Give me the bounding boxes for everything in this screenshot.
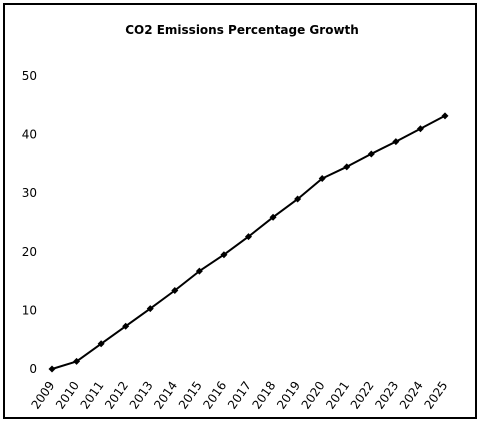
x-tick-label: 2014 <box>151 379 180 412</box>
data-point-marker <box>97 340 105 348</box>
data-point-marker <box>392 138 400 146</box>
data-point-marker <box>73 357 81 365</box>
y-axis-tick-labels: 0 10 20 30 40 50 <box>22 69 37 376</box>
data-point-marker <box>416 125 424 133</box>
data-point-marker <box>441 112 449 120</box>
data-point-marker <box>48 365 56 373</box>
x-tick-label: 2016 <box>200 379 229 412</box>
x-tick-label: 2017 <box>225 379 254 412</box>
y-tick-label: 40 <box>22 128 37 142</box>
y-tick-label: 0 <box>29 362 37 376</box>
x-tick-label: 2021 <box>323 379 352 412</box>
x-tick-label: 2018 <box>250 379 279 412</box>
data-point-marker <box>343 163 351 171</box>
data-point-marker <box>367 150 375 158</box>
y-tick-label: 30 <box>22 186 37 200</box>
x-tick-label: 2025 <box>421 379 450 412</box>
series-line <box>51 114 446 370</box>
x-axis-tick-labels: 2009201020112012201320142015201620172018… <box>28 379 450 412</box>
chart-frame <box>3 3 477 419</box>
x-tick-label: 2023 <box>372 379 401 412</box>
data-point-marker <box>122 322 130 330</box>
x-tick-label: 2022 <box>348 379 377 412</box>
series-group <box>48 112 449 373</box>
data-point-marker <box>269 213 277 221</box>
data-point-marker <box>318 175 326 183</box>
data-point-marker <box>245 233 252 241</box>
chart-title: CO2 Emissions Percentage Growth <box>125 23 359 37</box>
x-tick-label: 2019 <box>274 379 303 412</box>
y-tick-label: 50 <box>22 69 37 83</box>
x-tick-label: 2012 <box>102 379 131 412</box>
x-tick-label: 2015 <box>176 379 205 412</box>
y-tick-label: 20 <box>22 245 37 259</box>
data-point-marker <box>171 286 179 294</box>
data-point-marker <box>294 195 302 203</box>
x-tick-label: 2010 <box>53 379 82 412</box>
x-tick-label: 2024 <box>397 379 426 412</box>
x-tick-label: 2011 <box>78 379 107 412</box>
x-tick-label: 2013 <box>127 379 156 412</box>
y-tick-label: 10 <box>22 303 37 317</box>
x-tick-label: 2009 <box>28 379 57 412</box>
data-point-marker <box>195 267 203 275</box>
data-point-marker <box>220 251 228 259</box>
data-point-marker <box>146 305 154 313</box>
x-tick-label: 2020 <box>299 379 328 412</box>
